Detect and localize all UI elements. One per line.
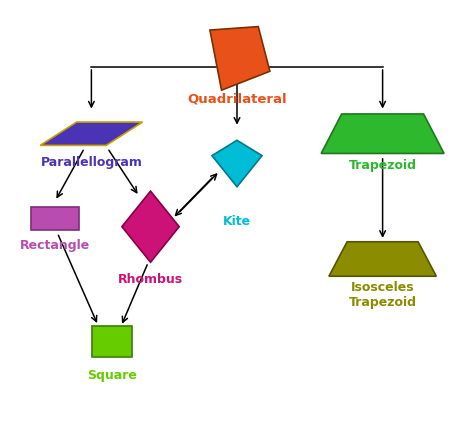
Polygon shape bbox=[122, 191, 179, 262]
Text: Square: Square bbox=[87, 369, 137, 382]
Bar bbox=[92, 326, 132, 357]
Text: Trapezoid: Trapezoid bbox=[348, 159, 417, 172]
Polygon shape bbox=[329, 242, 436, 276]
Text: Rectangle: Rectangle bbox=[20, 239, 90, 252]
Text: Quadrilateral: Quadrilateral bbox=[187, 93, 287, 106]
Text: Rhombus: Rhombus bbox=[118, 273, 183, 286]
Polygon shape bbox=[40, 122, 143, 145]
Polygon shape bbox=[212, 140, 262, 187]
Polygon shape bbox=[210, 27, 270, 90]
Text: Isosceles
Trapezoid: Isosceles Trapezoid bbox=[348, 281, 417, 309]
Bar bbox=[31, 208, 79, 230]
Polygon shape bbox=[321, 114, 444, 153]
Text: Kite: Kite bbox=[223, 216, 251, 228]
Text: Parallellogram: Parallellogram bbox=[40, 156, 142, 169]
